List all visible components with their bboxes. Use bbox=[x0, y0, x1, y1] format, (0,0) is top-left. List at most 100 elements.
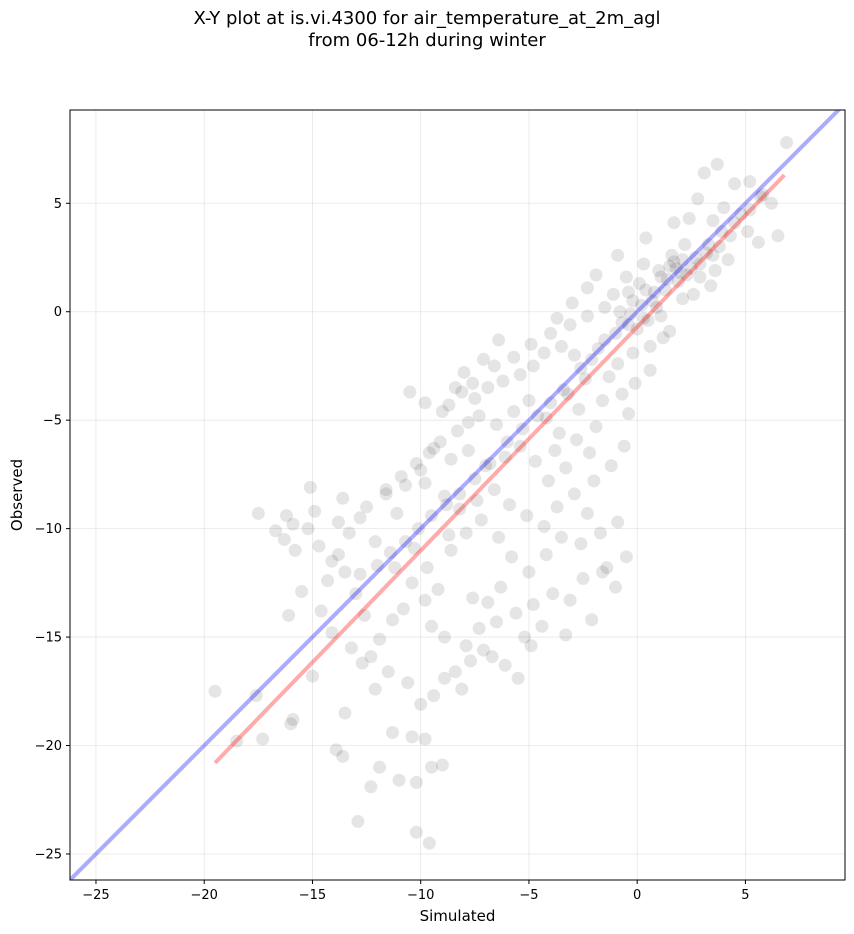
data-point bbox=[370, 558, 384, 572]
data-point bbox=[321, 574, 335, 588]
data-point bbox=[451, 424, 464, 438]
data-point bbox=[658, 283, 672, 297]
plot-frame bbox=[69, 109, 846, 881]
data-point bbox=[541, 474, 555, 488]
data-point bbox=[561, 387, 575, 401]
data-point bbox=[295, 585, 309, 599]
data-point bbox=[615, 316, 629, 330]
data-point bbox=[472, 409, 486, 423]
data-point bbox=[277, 532, 291, 546]
data-point bbox=[249, 689, 263, 703]
data-point bbox=[357, 608, 371, 622]
data-point bbox=[602, 370, 616, 384]
data-point bbox=[641, 313, 655, 327]
data-point bbox=[279, 509, 293, 523]
data-point bbox=[407, 541, 421, 555]
data-point bbox=[431, 582, 445, 596]
data-point bbox=[414, 697, 428, 711]
data-point bbox=[520, 509, 534, 523]
data-point bbox=[425, 619, 439, 633]
data-point bbox=[457, 365, 471, 379]
data-point bbox=[481, 595, 495, 609]
x-axis-label: Simulated bbox=[420, 907, 496, 925]
data-point bbox=[535, 619, 549, 633]
data-point bbox=[476, 352, 490, 366]
data-point bbox=[626, 294, 640, 308]
data-point bbox=[351, 814, 365, 828]
data-point bbox=[418, 593, 432, 607]
data-point bbox=[442, 528, 456, 542]
data-point bbox=[567, 487, 581, 501]
data-point bbox=[373, 760, 387, 774]
data-point bbox=[587, 474, 601, 488]
y-tick-label: 0 bbox=[54, 305, 62, 320]
data-point bbox=[438, 630, 452, 644]
data-point bbox=[522, 394, 536, 408]
data-point bbox=[381, 665, 395, 679]
data-point bbox=[526, 359, 540, 373]
y-axis-label: Observed bbox=[8, 459, 26, 531]
data-point bbox=[459, 639, 473, 653]
data-point bbox=[539, 411, 553, 425]
data-point bbox=[686, 287, 700, 301]
data-point bbox=[622, 318, 636, 332]
data-point bbox=[554, 530, 568, 544]
data-point bbox=[438, 671, 452, 685]
data-point bbox=[412, 522, 426, 536]
data-point bbox=[639, 231, 653, 245]
data-point bbox=[643, 363, 657, 377]
data-point bbox=[433, 435, 447, 449]
data-point bbox=[539, 548, 553, 562]
fit-line bbox=[213, 173, 786, 765]
data-point bbox=[706, 248, 720, 262]
data-point bbox=[704, 279, 718, 293]
data-point bbox=[500, 435, 514, 449]
data-point bbox=[574, 361, 588, 375]
data-point bbox=[442, 398, 456, 412]
data-point bbox=[585, 613, 599, 627]
data-point bbox=[502, 498, 516, 512]
data-point bbox=[524, 337, 538, 351]
data-point bbox=[494, 580, 508, 594]
data-point bbox=[572, 402, 586, 416]
identity-line bbox=[70, 110, 842, 880]
data-point bbox=[780, 136, 794, 150]
data-point bbox=[455, 385, 469, 399]
data-point bbox=[308, 504, 322, 518]
data-point bbox=[717, 201, 731, 215]
data-point bbox=[544, 396, 558, 410]
data-point bbox=[288, 543, 302, 557]
data-point bbox=[329, 743, 343, 757]
data-point bbox=[483, 457, 497, 471]
data-point bbox=[706, 214, 720, 228]
data-point bbox=[689, 250, 703, 264]
data-point bbox=[338, 706, 352, 720]
data-point bbox=[697, 166, 711, 180]
data-point bbox=[360, 500, 374, 514]
y-tick-label: −5 bbox=[43, 414, 62, 429]
data-point bbox=[489, 615, 503, 629]
data-point bbox=[611, 515, 625, 529]
data-point bbox=[606, 287, 620, 301]
data-point bbox=[492, 333, 506, 347]
x-tick-label: −10 bbox=[407, 888, 434, 903]
data-point bbox=[286, 517, 300, 531]
data-point bbox=[678, 237, 692, 251]
data-point bbox=[669, 261, 683, 275]
data-point bbox=[693, 257, 707, 271]
data-point bbox=[286, 712, 300, 726]
data-point bbox=[507, 404, 521, 418]
data-point bbox=[396, 602, 410, 616]
data-point bbox=[665, 248, 679, 262]
data-point bbox=[526, 598, 540, 612]
data-point bbox=[425, 760, 439, 774]
chart-title-line-2: from 06-12h during winter bbox=[308, 30, 546, 51]
data-point bbox=[427, 441, 441, 455]
data-point bbox=[578, 372, 592, 386]
data-point bbox=[580, 309, 594, 323]
data-point bbox=[699, 246, 713, 260]
y-tick-label: −20 bbox=[35, 739, 62, 754]
data-point bbox=[453, 502, 467, 516]
data-point bbox=[663, 259, 677, 273]
data-point bbox=[583, 446, 597, 460]
